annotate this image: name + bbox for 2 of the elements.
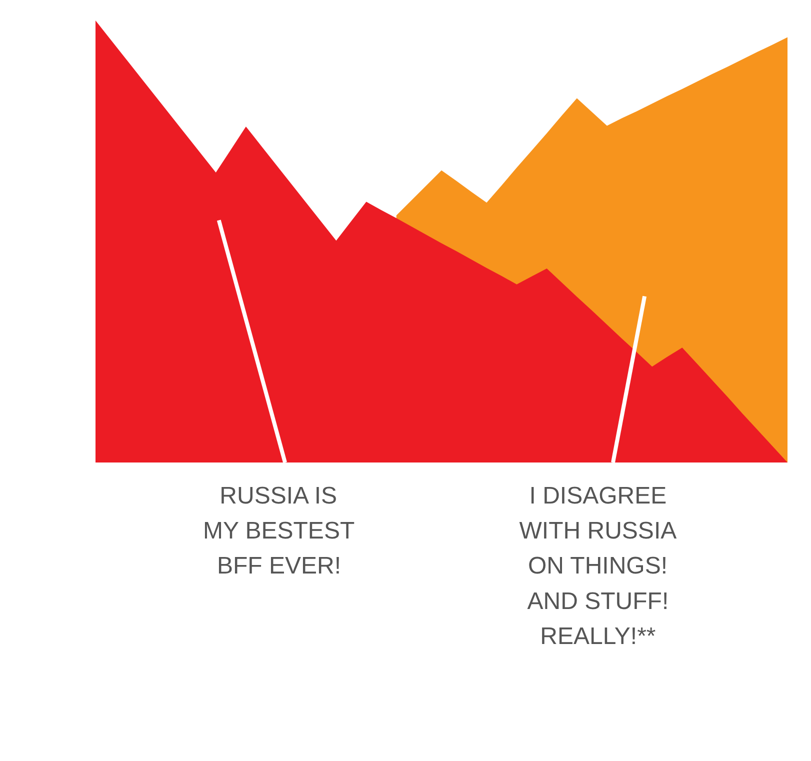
text: I DISAGREE WITH RUSSIA ON THINGS! AND STUFF! REALLY!** (519, 482, 677, 650)
text: RUSSIA IS MY BESTEST BFF EVER! (203, 482, 355, 580)
